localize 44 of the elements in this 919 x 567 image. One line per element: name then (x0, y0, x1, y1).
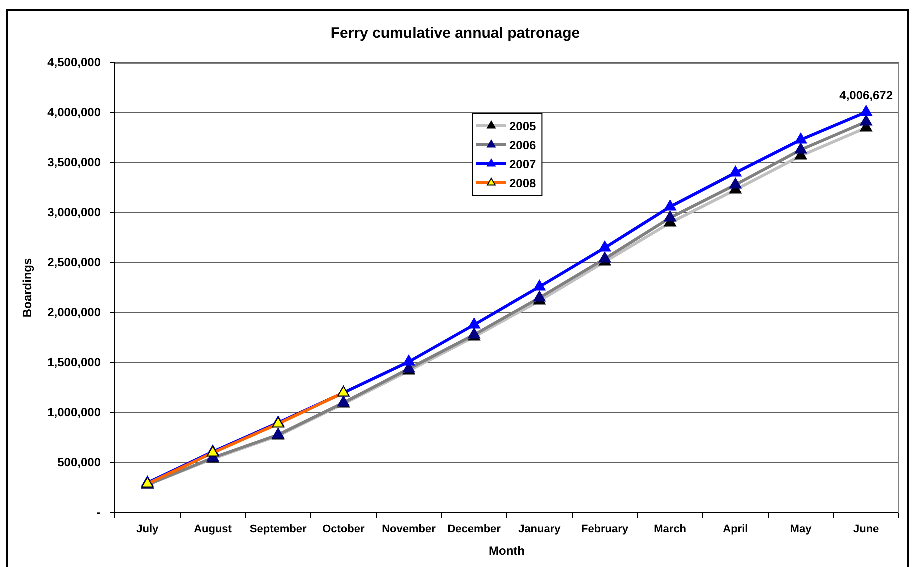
y-tick-label: 2,500,000 (48, 255, 102, 270)
y-tick-label: 4,000,000 (48, 105, 102, 120)
x-tick-label: October (322, 524, 366, 536)
point (598, 252, 612, 263)
x-tick-label: May (790, 524, 813, 536)
x-tick-label: January (518, 524, 562, 536)
x-axis-title: Month (489, 544, 525, 558)
y-tick-label: 1,000,000 (48, 405, 102, 420)
legend-label: 2006 (510, 138, 537, 152)
y-axis-title: Boardings (20, 258, 35, 318)
x-tick-label: November (382, 524, 437, 536)
y-tick-label: - (97, 505, 101, 520)
x-tick-label: July (136, 524, 160, 536)
data-label: 4,006,672 (840, 88, 894, 103)
x-tick-label: June (853, 524, 880, 536)
point (664, 200, 676, 211)
y-tick-label: 3,500,000 (48, 155, 102, 170)
point (664, 211, 676, 222)
x-tick-label: September (250, 524, 308, 536)
x-tick-label: August (194, 524, 232, 536)
point (534, 291, 546, 302)
x-tick-label: April (723, 524, 748, 536)
point (730, 178, 742, 189)
y-tick-label: 1,500,000 (48, 355, 102, 370)
point (534, 280, 546, 291)
x-tick-label: February (581, 524, 630, 536)
x-tick-label: March (654, 524, 687, 536)
point (598, 241, 612, 252)
point (860, 115, 872, 126)
legend-label: 2007 (510, 157, 537, 172)
y-tick-label: 2,000,000 (48, 305, 102, 320)
legend-label: 2005 (510, 119, 537, 134)
chart-title: Ferry cumulative annual patronage (330, 25, 580, 42)
point (402, 355, 416, 366)
point (860, 105, 872, 116)
point (794, 143, 808, 154)
y-tick-label: 3,000,000 (48, 205, 102, 220)
point (794, 133, 808, 144)
point (468, 318, 480, 329)
legend-label: 2008 (510, 176, 537, 190)
x-tick-label: December (448, 524, 502, 536)
y-tick-label: 4,500,000 (48, 55, 102, 70)
y-tick-label: 500,000 (58, 455, 102, 470)
point (730, 166, 742, 177)
